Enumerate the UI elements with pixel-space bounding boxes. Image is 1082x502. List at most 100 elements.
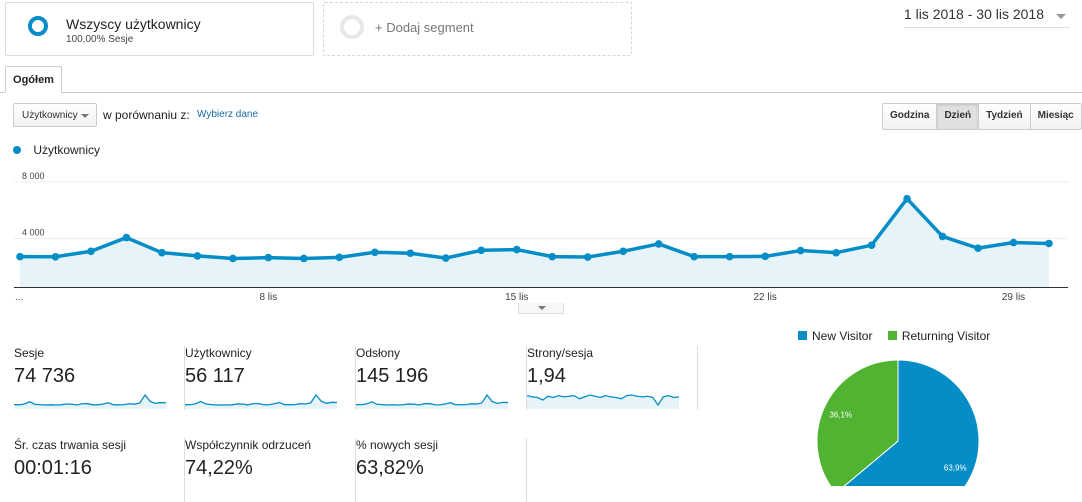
data-point[interactable] — [335, 253, 344, 262]
data-point[interactable] — [796, 246, 805, 255]
data-point[interactable] — [16, 252, 24, 261]
add-segment-ring-icon — [340, 15, 364, 39]
data-point[interactable] — [583, 253, 592, 261]
metric-value: 00:01:16 — [14, 457, 92, 479]
data-point[interactable] — [300, 254, 308, 263]
metric-label: Strony/sesja — [527, 346, 594, 360]
segment-title: Wszyscy użytkownicy — [66, 16, 201, 32]
granularity-toggle: Godzina Dzień Tydzień Miesiąc — [882, 103, 1082, 130]
series-area — [20, 198, 1049, 287]
data-point[interactable] — [690, 252, 698, 261]
choose-metric-link[interactable]: Wybierz dane — [197, 109, 259, 120]
data-point[interactable] — [725, 252, 734, 261]
visitor-type-pie-chart[interactable]: 63,9% 36,1% — [815, 358, 985, 486]
x-tick-label: 15 lis — [505, 292, 528, 303]
x-tick-label: 29 lis — [1002, 292, 1025, 303]
data-point[interactable] — [371, 248, 379, 257]
data-point[interactable] — [477, 246, 486, 255]
data-point[interactable] — [619, 247, 628, 256]
granularity-month-button[interactable]: Miesiąc — [1029, 104, 1081, 129]
data-point[interactable] — [406, 249, 415, 258]
chevron-down-icon — [81, 114, 89, 118]
granularity-week-button[interactable]: Tydzień — [978, 104, 1030, 129]
metric-sparkline — [527, 394, 680, 409]
x-tick-label: 8 lis — [259, 292, 277, 303]
data-point[interactable] — [264, 253, 273, 262]
granularity-hour-button[interactable]: Godzina — [883, 104, 937, 129]
metric-value: 1,94 — [527, 365, 566, 387]
segment-subtitle: 100,00% Sesje — [66, 34, 134, 45]
tab-bar-divider — [0, 92, 1082, 93]
metric-label: Sesje — [14, 346, 45, 360]
pie-slice[interactable] — [816, 359, 899, 486]
pie-slice-label: 63,9% — [944, 464, 967, 473]
data-point[interactable] — [938, 232, 947, 241]
data-point[interactable] — [122, 233, 131, 242]
metric-label: % nowych sesji — [356, 438, 439, 452]
date-range-label: 1 lis 2018 - 30 lis 2018 — [903, 6, 1044, 22]
metric-value: 74 736 — [14, 365, 76, 387]
metric-value: 74,22% — [185, 457, 253, 479]
data-point[interactable] — [87, 247, 95, 256]
compare-label: w porównaniu z: — [103, 108, 190, 122]
x-tick-label: ... — [15, 292, 23, 303]
y-tick-label: 8 000 — [22, 171, 45, 181]
metric-card[interactable]: Strony/sesja 1,94 — [527, 346, 698, 410]
metric-card[interactable]: Użytkownicy 56 117 — [185, 346, 356, 410]
date-range-picker[interactable]: 1 lis 2018 - 30 lis 2018 — [903, 4, 1070, 28]
pie-legend-returning: Returning Visitor — [901, 329, 991, 343]
data-point[interactable] — [512, 245, 521, 254]
series-line — [19, 196, 1050, 261]
metric-select-value: Użytkownicy — [22, 110, 78, 121]
data-point[interactable] — [158, 248, 166, 257]
users-line-chart[interactable]: 8 000 4 000... 8 lis 15 lis 22 lis 29 lis — [0, 158, 1082, 303]
granularity-day-button[interactable]: Dzień — [936, 104, 979, 129]
add-segment-label: + Dodaj segment — [375, 20, 474, 35]
data-point[interactable] — [193, 252, 202, 260]
collapse-chart-button[interactable] — [518, 303, 564, 314]
metric-card[interactable]: % nowych sesji 63,82% — [356, 438, 527, 502]
data-point[interactable] — [903, 194, 911, 203]
data-point[interactable] — [654, 240, 663, 248]
metric-label: Śr. czas trwania sesji — [14, 438, 127, 452]
data-point[interactable] — [51, 252, 60, 261]
pie-legend: New Visitor Returning Visitor — [798, 329, 990, 343]
add-segment-card[interactable]: + Dodaj segment — [323, 2, 632, 56]
metric-value: 63,82% — [356, 457, 424, 479]
chart-legend-label: Użytkownicy — [33, 143, 101, 157]
metric-card[interactable]: Sesje 74 736 — [14, 346, 185, 410]
metric-select[interactable]: Użytkownicy — [13, 103, 97, 127]
chevron-down-icon — [1056, 14, 1066, 19]
chevron-down-icon — [538, 306, 546, 310]
data-point[interactable] — [1009, 238, 1018, 247]
metric-card[interactable]: Współczynnik odrzuceń 74,22% — [185, 438, 356, 502]
metric-label: Odsłony — [356, 346, 401, 360]
data-point[interactable] — [229, 254, 237, 263]
segment-ring-icon — [28, 16, 48, 36]
metric-sparkline — [356, 393, 509, 409]
metric-card[interactable]: Śr. czas trwania sesji 00:01:16 — [14, 438, 185, 502]
data-point[interactable] — [761, 252, 769, 261]
x-tick-label: 22 lis — [753, 292, 776, 303]
data-point[interactable] — [1045, 239, 1053, 248]
metric-sparkline — [14, 393, 167, 409]
pie-legend-new: New Visitor — [812, 329, 873, 343]
metric-value: 145 196 — [356, 365, 429, 387]
data-point[interactable] — [974, 244, 982, 252]
tab-overview[interactable]: Ogółem — [5, 66, 62, 93]
pie-slice-label: 36,1% — [829, 410, 852, 419]
pie-slice[interactable] — [836, 359, 980, 486]
metric-sparkline — [185, 393, 338, 409]
metric-label: Współczynnik odrzuceń — [185, 438, 312, 452]
series-dot-icon — [13, 145, 21, 154]
metric-card[interactable]: Odsłony 145 196 — [356, 346, 527, 410]
data-point[interactable] — [867, 241, 876, 249]
data-point[interactable] — [832, 248, 840, 257]
y-tick-label: 4 000 — [22, 228, 45, 238]
segment-card-all-users[interactable]: Wszyscy użytkownicy 100,00% Sesje — [5, 2, 314, 56]
returning-visitor-swatch — [887, 331, 897, 341]
metric-value: 56 117 — [185, 365, 245, 387]
new-visitor-swatch — [798, 331, 807, 341]
data-point[interactable] — [441, 254, 450, 262]
data-point[interactable] — [548, 252, 557, 261]
